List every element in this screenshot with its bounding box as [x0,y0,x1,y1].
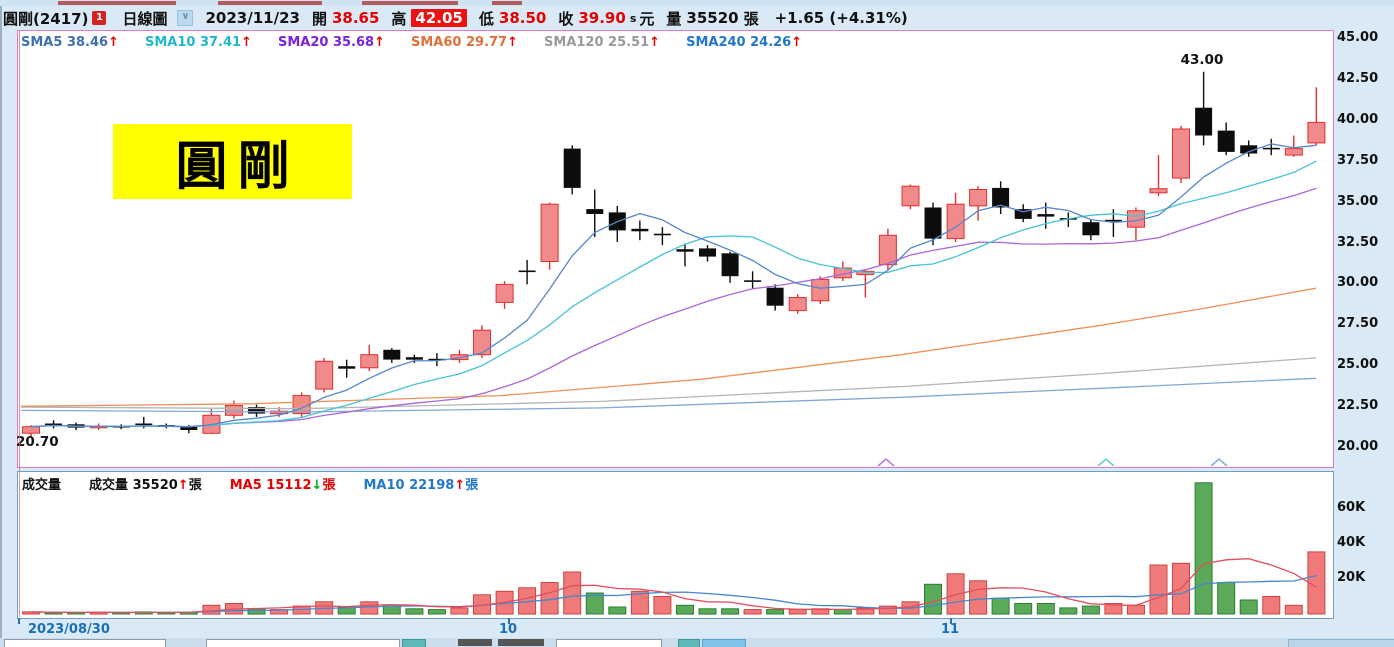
sma-legend: SMA5 38.46↑ SMA10 37.41↑ SMA20 35.68↑ SM… [21,33,828,51]
low-value: 38.50 [498,9,547,27]
volume-bars-group [22,482,1326,615]
volume-chart[interactable] [18,472,1333,618]
volume-ma-lines-group [30,558,1317,614]
sma-legend-item: SMA60 29.77↑ [411,34,519,50]
sma-legend-item: SMA240 24.26↑ [686,34,803,50]
close-suffix: s [629,11,637,25]
price-axis-label: 30.00 [1337,275,1379,291]
price-axis-label: 32.50 [1337,234,1379,250]
up-arrow-icon: ↑ [177,477,189,493]
volume-unit: 張 [743,9,759,28]
cropped-menu-fragment [58,1,176,5]
cropped-toolbar-text [458,639,492,646]
date-axis-label: 11 [940,622,960,637]
cropped-toolbar-button[interactable] [402,639,426,647]
down-arrow-icon: ↓ [311,477,323,493]
high-label: 高 [391,9,407,28]
price-axis-label: 40.00 [1337,111,1379,127]
sma-legend-item: SMA5 38.46↑ [21,34,119,50]
stock-flag-badge[interactable]: 1 [92,11,107,25]
cropped-toolbar-button[interactable] [702,639,746,647]
price-axis-label: 22.50 [1337,398,1379,414]
chevron-down-icon[interactable]: ∨ [177,10,194,26]
date-axis-label: 2023/08/30 [28,622,110,637]
price-chart-panel[interactable]: SMA5 38.46↑ SMA10 37.41↑ SMA20 35.68↑ SM… [17,30,1334,468]
volume-axis-label: 20K [1337,570,1366,585]
candlestick-chart[interactable] [18,31,1333,467]
cropped-toolbar-box[interactable] [206,639,400,647]
sma-legend-item: SMA120 25.51↑ [544,34,661,50]
cropped-toolbar-box[interactable] [4,639,166,647]
high-value: 42.05 [411,9,467,27]
close-value: 39.90 [578,9,626,27]
date-axis-tick [950,618,952,624]
change-value: +1.65 (+4.31%) [774,9,908,27]
panel-inner-red-line [19,30,20,617]
price-axis-label: 45.00 [1337,30,1379,45]
volume-legend: 成交量 成交量 35520↑張 MA5 15112↓張 MA10 22198↑張 [22,474,506,493]
volume-label: 量 [666,9,682,28]
volume-axis-label: 60K [1337,500,1366,515]
cropped-top-toolbar [0,0,1394,6]
cropped-toolbar-text [498,639,544,646]
volume-value-item: 成交量 35520↑張 [89,477,202,493]
volume-chart-panel[interactable]: 成交量 成交量 35520↑張 MA5 15112↓張 MA10 22198↑張 [17,471,1334,619]
sma-lines-group [20,143,1317,428]
price-axis-label: 42.50 [1337,70,1379,86]
up-arrow-icon: ↑ [791,34,803,50]
low-label: 低 [478,9,494,28]
cropped-menu-fragment [218,1,322,5]
sma-legend-item: SMA10 37.41↑ [144,34,252,50]
up-arrow-icon: ↑ [507,34,519,50]
date-axis-tick [508,618,510,624]
volume-axis-label: 40K [1337,535,1366,550]
quote-header: 圓剛(2417) 1 日線圖 ∨ 2023/11/23 開 38.65 高 42.0… [0,6,1394,30]
price-axis-label: 37.50 [1337,152,1379,168]
cropped-toolbar-button[interactable] [678,639,700,647]
cropped-bottom-toolbar [0,638,1394,647]
trough-price-annotation: 20.70 [16,434,59,450]
quote-date: 2023/11/23 [205,9,300,27]
price-axis-label: 27.50 [1337,316,1379,332]
volume-pane-title: 成交量 [22,477,62,493]
open-label: 開 [311,9,327,28]
cropped-menu-fragment [362,1,458,5]
period-label[interactable]: 日線圖 [122,9,168,28]
stock-title: 圓剛(2417) [3,9,89,28]
cropped-toolbar-box[interactable] [1288,639,1394,647]
price-axis-label: 25.00 [1337,357,1379,373]
window-left-edge [0,0,2,647]
stock-name-overlay: 圓剛 [113,124,352,199]
price-axis-label: 20.00 [1337,439,1379,454]
event-marks-group [877,458,1228,467]
up-arrow-icon: ↑ [374,34,385,50]
up-arrow-icon: ↑ [454,477,466,493]
volume-ma10-item: MA10 22198↑張 [363,477,479,493]
stock-name-text: 圓剛 [175,136,300,197]
volume-value: 35520 [686,9,739,27]
price-axis-label: 35.00 [1337,193,1379,209]
up-arrow-icon: ↑ [108,34,119,50]
date-axis-label: 10 [498,622,518,637]
up-arrow-icon: ↑ [241,34,252,50]
peak-price-annotation: 43.00 [1180,52,1224,68]
cropped-menu-fragment [492,1,522,5]
volume-ma5-item: MA5 15112↓張 [229,477,336,493]
cropped-toolbar-box[interactable] [556,639,662,647]
sma-legend-item: SMA20 35.68↑ [277,34,385,50]
up-arrow-icon: ↑ [649,34,661,50]
date-axis-tick [18,618,20,624]
unit-label: 元 [639,9,655,28]
close-label: 收 [558,9,574,28]
open-value: 38.65 [331,9,380,27]
